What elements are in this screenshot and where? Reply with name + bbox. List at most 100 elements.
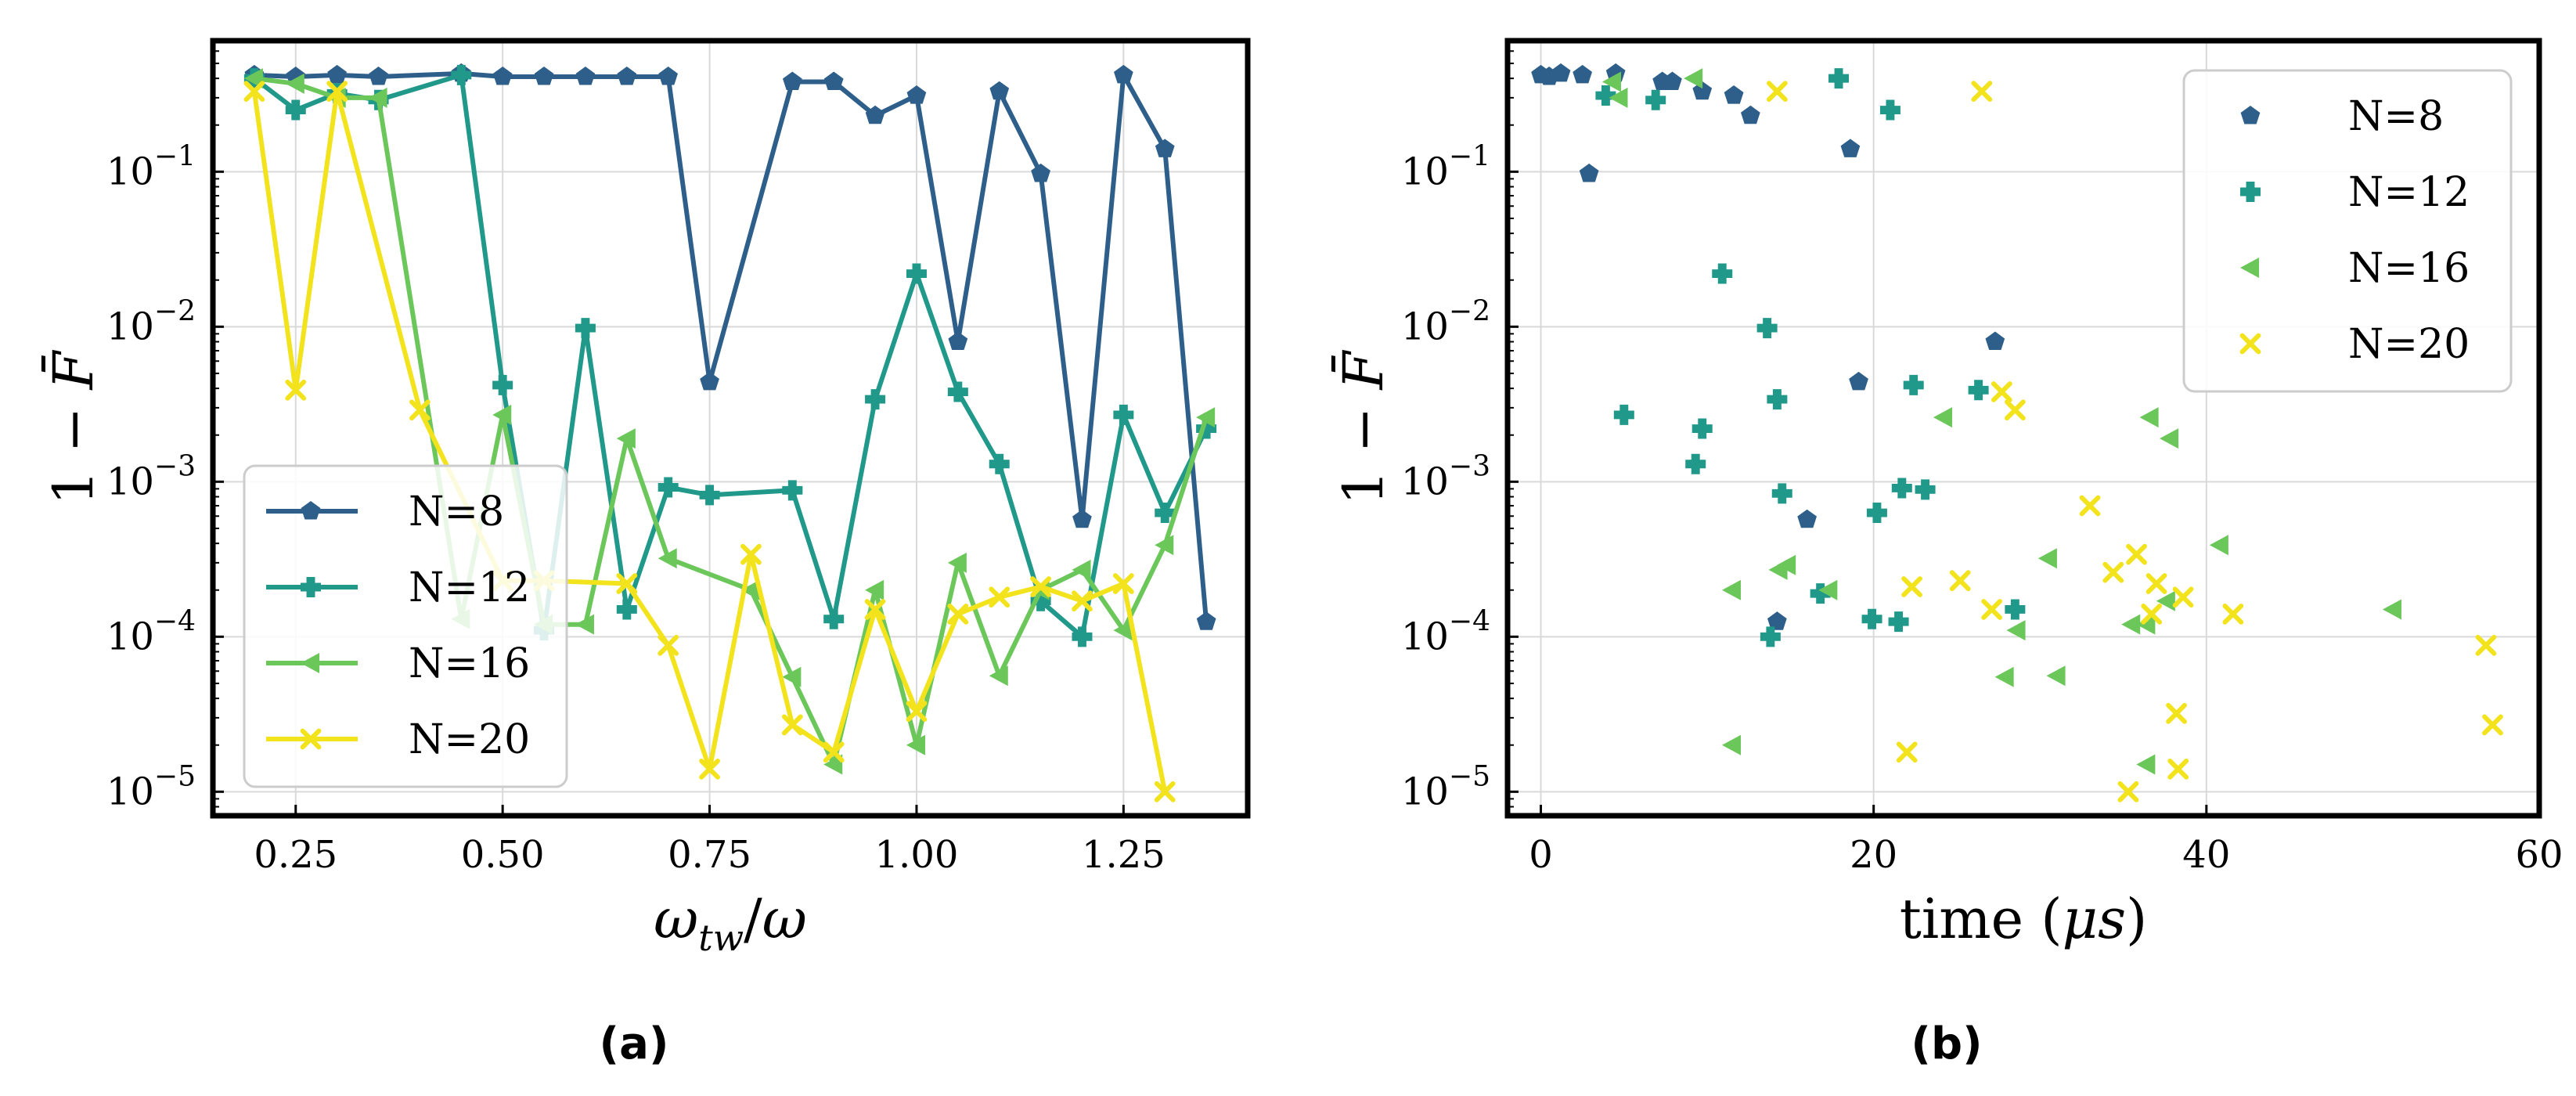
data-point bbox=[1196, 418, 1217, 439]
panel-b-legend: N=8 N=12 N=16 N=20 bbox=[2182, 69, 2513, 393]
y-tick-label: 10−1 bbox=[106, 140, 196, 193]
data-point bbox=[1777, 554, 1796, 575]
data-point bbox=[2139, 407, 2159, 428]
data-point bbox=[1030, 590, 1051, 611]
data-point bbox=[2209, 535, 2228, 556]
data-point bbox=[1828, 68, 1850, 89]
x-tick-label: 1.00 bbox=[875, 833, 959, 877]
data-point bbox=[2102, 561, 2124, 583]
data-point bbox=[823, 71, 844, 90]
legend-marker bbox=[301, 577, 321, 597]
data-point bbox=[451, 64, 472, 85]
data-point bbox=[864, 599, 886, 620]
data-point bbox=[1933, 407, 1953, 428]
data-point bbox=[1113, 404, 1134, 425]
data-point bbox=[989, 586, 1011, 608]
data-point bbox=[658, 67, 678, 85]
data-point bbox=[1645, 89, 1666, 110]
legend-marker bbox=[2240, 258, 2260, 278]
data-point bbox=[1609, 87, 1628, 108]
panel-a-xlabel: ωtw/ω bbox=[654, 887, 807, 959]
panel-b-chart: 0 20 40 60 10−1 10−2 10−3 10−4 10−5 time (μs) 1 … bbox=[1331, 38, 2563, 1069]
data-point bbox=[865, 105, 885, 124]
legend-marker bbox=[300, 728, 322, 750]
data-point bbox=[1888, 611, 1909, 633]
data-point bbox=[823, 741, 845, 763]
data-point bbox=[1155, 535, 1174, 556]
data-point bbox=[1994, 666, 2014, 687]
data-point bbox=[1741, 105, 1760, 124]
data-point bbox=[575, 614, 594, 635]
panel-a-ticks: 0.25 0.50 0.75 1.00 1.25 10−1 10−2 10−3 10−4 10−5 bbox=[106, 50, 1166, 877]
data-point bbox=[1072, 626, 1093, 647]
data-point bbox=[1613, 404, 1634, 425]
data-point bbox=[1861, 608, 1882, 629]
data-point bbox=[2079, 495, 2101, 517]
y-tick-label: 10−4 bbox=[106, 605, 196, 658]
data-point bbox=[1551, 63, 1571, 82]
panel-a-series bbox=[243, 63, 1217, 802]
data-point bbox=[2145, 573, 2167, 594]
data-point bbox=[1112, 573, 1134, 594]
legend-label: N=20 bbox=[409, 716, 530, 763]
x-tick-label: 0.50 bbox=[461, 833, 545, 877]
y-tick-label: 10−2 bbox=[1401, 295, 1490, 348]
data-point bbox=[1879, 99, 1900, 121]
legend-marker bbox=[2240, 106, 2261, 124]
y-tick-label: 10−4 bbox=[1401, 605, 1490, 658]
data-point bbox=[1072, 509, 1092, 528]
x-tick-label: 0 bbox=[1529, 833, 1553, 877]
data-point bbox=[989, 453, 1010, 474]
data-point bbox=[1721, 734, 1742, 755]
legend-marker bbox=[2239, 333, 2261, 355]
data-point bbox=[1968, 380, 1989, 401]
y-tick-label: 10−5 bbox=[1401, 760, 1490, 813]
data-point bbox=[1579, 163, 1599, 182]
series-N16 bbox=[1601, 68, 2401, 775]
data-point bbox=[948, 331, 968, 350]
data-point bbox=[2475, 634, 2497, 656]
x-tick-label: 1.25 bbox=[1082, 833, 1166, 877]
data-point bbox=[1991, 381, 2012, 402]
series-N8 bbox=[1531, 63, 2005, 630]
legend-marker bbox=[301, 653, 320, 673]
data-point bbox=[326, 81, 348, 103]
data-point bbox=[2005, 599, 2026, 620]
data-point bbox=[285, 379, 307, 401]
legend-label: N=16 bbox=[409, 640, 530, 687]
data-point bbox=[616, 573, 638, 594]
data-point bbox=[2121, 614, 2141, 635]
data-point bbox=[1601, 71, 1621, 92]
data-point bbox=[1840, 139, 1861, 157]
legend-box bbox=[2182, 69, 2513, 393]
data-point bbox=[699, 485, 720, 506]
legend-label: N=12 bbox=[409, 564, 530, 611]
series-line bbox=[251, 88, 1168, 792]
data-point bbox=[1971, 81, 1993, 103]
data-point bbox=[575, 67, 596, 85]
x-tick-label: 60 bbox=[2515, 833, 2563, 877]
data-point bbox=[1712, 263, 1733, 284]
data-point bbox=[906, 701, 928, 723]
panel-b-xlabel: time (μs) bbox=[1900, 887, 2148, 951]
data-point bbox=[1685, 453, 1706, 474]
panel-b-ticks: 0 20 40 60 10−1 10−2 10−3 10−4 10−5 bbox=[1401, 50, 2563, 877]
data-point bbox=[782, 480, 803, 501]
data-point bbox=[865, 579, 884, 600]
data-point bbox=[2046, 665, 2066, 687]
data-point bbox=[2126, 543, 2147, 565]
data-point bbox=[947, 603, 969, 625]
y-tick-label: 10−3 bbox=[106, 450, 196, 503]
data-point bbox=[2004, 399, 2026, 421]
panel-b-plot-frame bbox=[1504, 38, 2542, 819]
data-point bbox=[2172, 586, 2194, 608]
legend-label: N=8 bbox=[2348, 93, 2444, 140]
data-point bbox=[740, 543, 762, 565]
data-point bbox=[2006, 620, 2026, 641]
panel-a-chart: 0.25 0.50 0.75 1.00 1.25 10−1 10−2 10−3 10−4 10−5… bbox=[41, 38, 1251, 1069]
data-point bbox=[1155, 139, 1175, 157]
data-point bbox=[658, 477, 679, 498]
panel-a-caption: (a) bbox=[600, 1018, 669, 1069]
data-point bbox=[1692, 81, 1713, 100]
